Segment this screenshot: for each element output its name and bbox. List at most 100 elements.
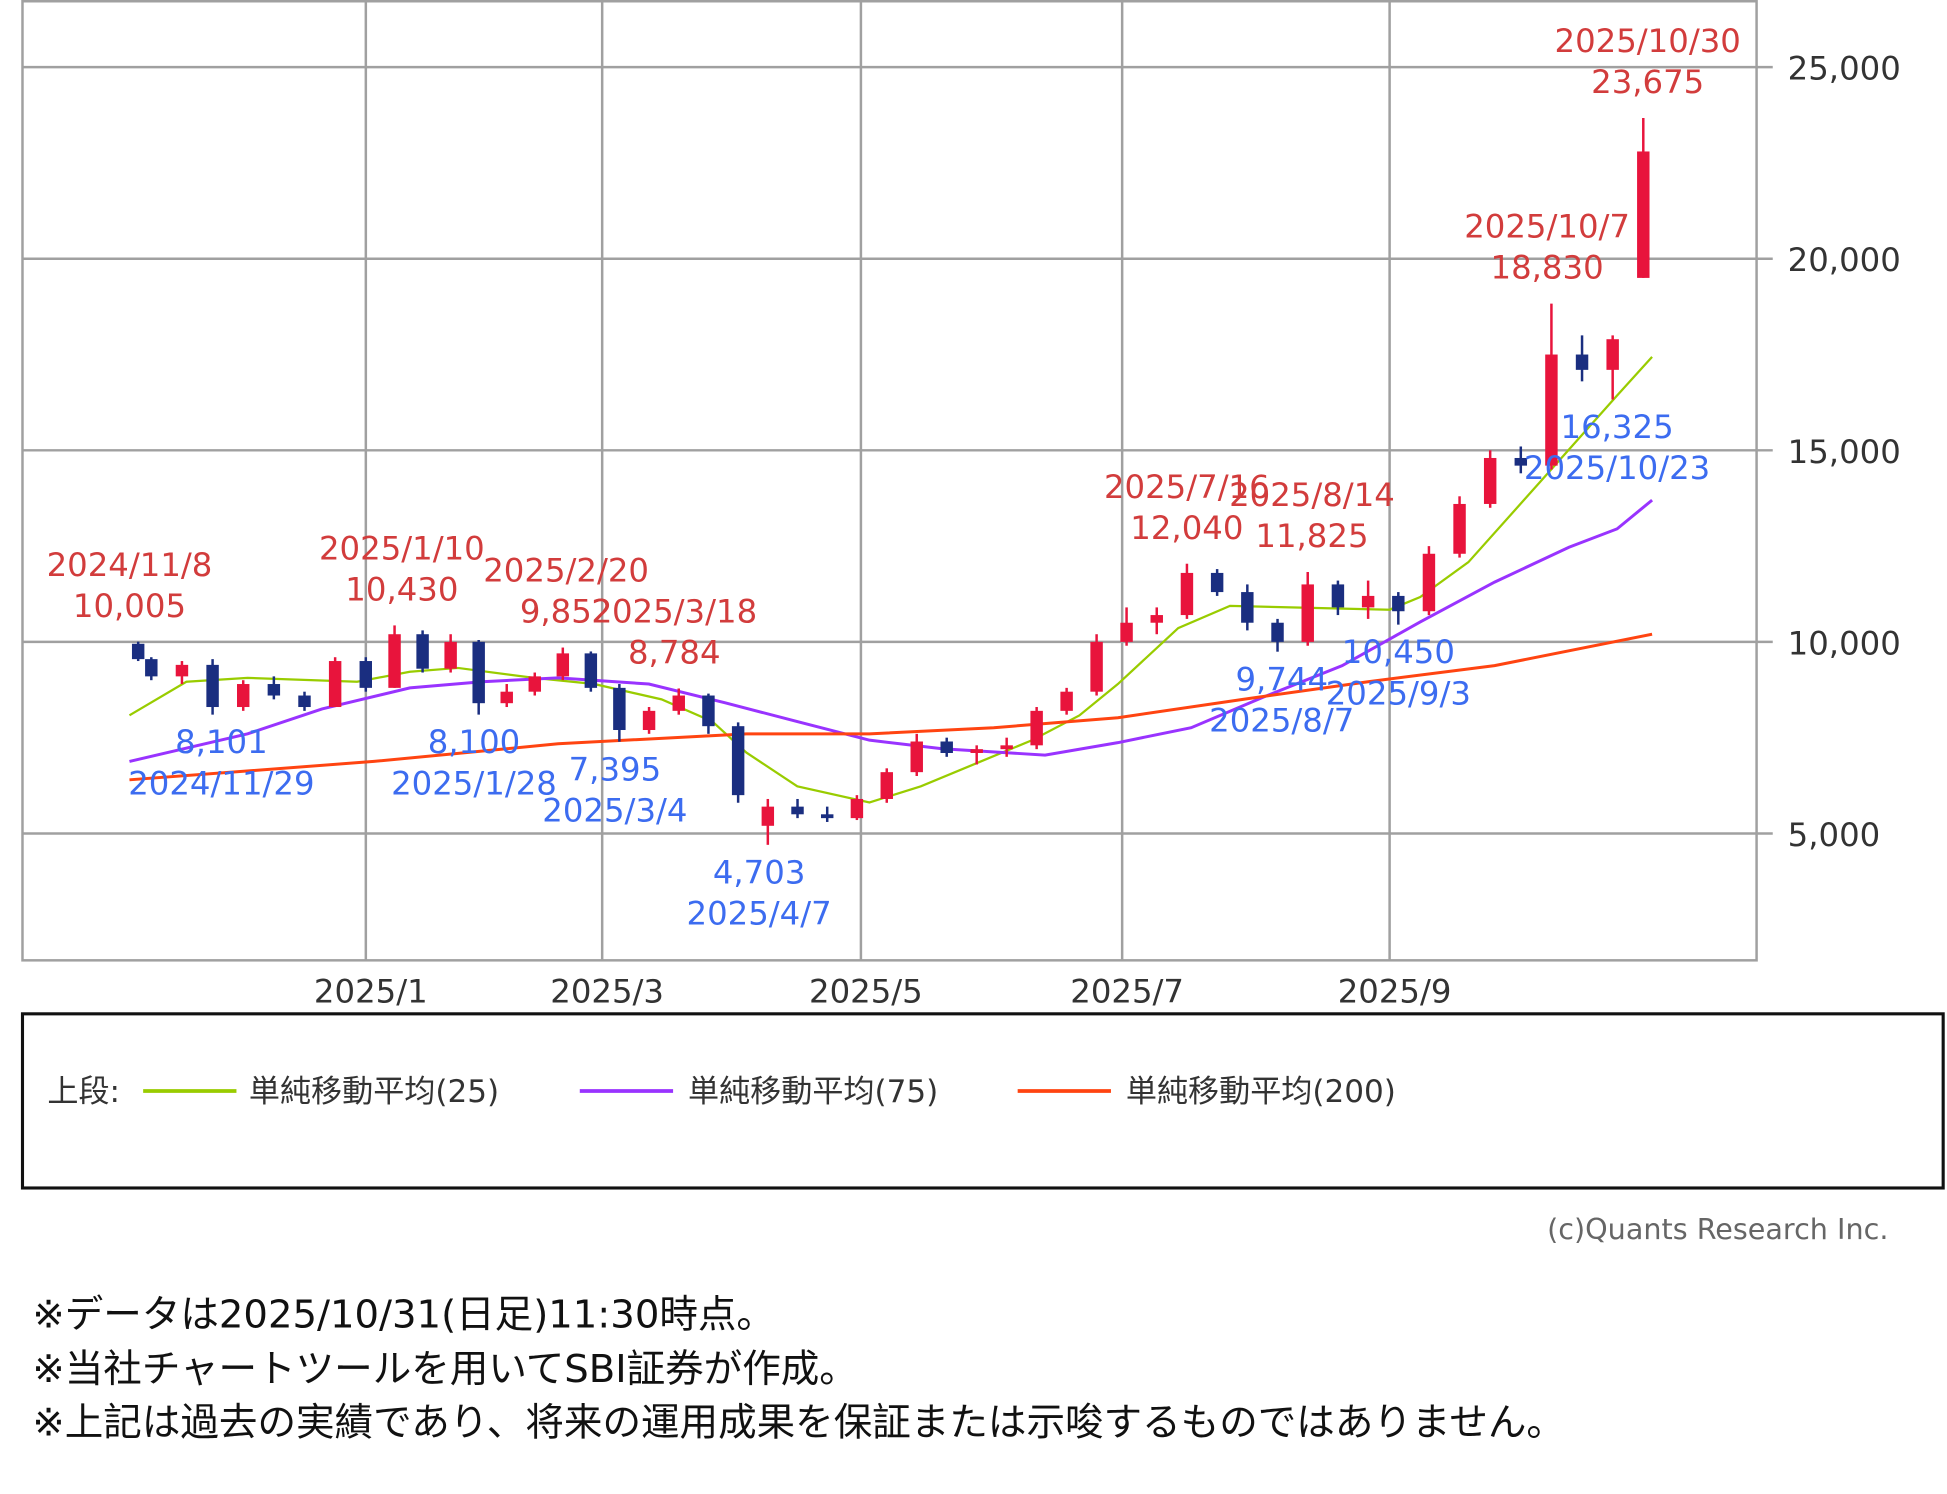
candle-body: [1361, 595, 1375, 608]
candle-body: [820, 814, 834, 819]
annotation-date: 2025/3/4: [542, 791, 687, 829]
candle-body: [584, 653, 598, 688]
candle-body: [1271, 622, 1284, 642]
annotation-date: 2025/1/28: [391, 764, 557, 802]
annotation-value: 10,430: [345, 571, 458, 609]
copyright: (c)Quants Research Inc.: [1547, 1212, 1888, 1246]
annotation-value: 18,830: [1491, 249, 1604, 287]
annotation-value: 7,395: [569, 750, 662, 788]
candle-body: [1575, 354, 1589, 370]
y-tick-label: 15,000: [1788, 433, 1901, 471]
y-tick-label: 25,000: [1788, 50, 1901, 88]
candle-body: [642, 710, 656, 731]
candle-body: [1120, 622, 1133, 642]
candle-body: [556, 653, 570, 677]
annotation-value: 12,040: [1130, 509, 1243, 547]
candle-body: [267, 684, 281, 696]
candle-body: [416, 634, 429, 669]
candle-body: [145, 659, 158, 677]
candle-body: [1392, 595, 1405, 612]
annotation-date: 2025/8/14: [1229, 476, 1395, 514]
annotation-date: 2025/9/3: [1326, 674, 1471, 712]
legend-prefix: 上段:: [47, 1074, 120, 1110]
candle-body: [1453, 503, 1466, 554]
x-tick-label: 2025/1: [314, 973, 428, 1011]
legend-label-ma25: 単純移動平均(25): [249, 1074, 499, 1110]
annotation-value: 10,005: [73, 587, 186, 625]
candle-body: [1301, 584, 1314, 642]
annotation-value: 8,784: [628, 634, 721, 672]
candle-body: [1637, 151, 1650, 278]
annotation-value: 11,825: [1255, 517, 1368, 555]
candle-body: [613, 687, 626, 731]
axis-ticks: 5,000 10,000 15,000 20,000 25,000 2025/1 2025/…: [314, 50, 1901, 1011]
candle-body: [1606, 339, 1619, 370]
annotation-date: 2025/4/7: [687, 894, 832, 932]
candle-body: [1483, 457, 1497, 504]
candle-body: [731, 726, 745, 796]
legend-box: [20, 1012, 1945, 1190]
y-tick-label: 20,000: [1788, 241, 1901, 279]
annotation-value: 9,744: [1235, 660, 1328, 698]
candle-body: [970, 749, 983, 753]
annotation-value: 23,675: [1591, 63, 1704, 101]
candle-body: [1030, 710, 1043, 746]
candle-body: [791, 806, 804, 815]
candle-body: [880, 772, 893, 799]
note-3: ※上記は過去の実績であり、将来の運用成果を保証または示唆するものではありません。: [32, 1401, 1565, 1446]
x-tick-label: 2025/7: [1070, 973, 1184, 1011]
annotation-value: 10,450: [1342, 633, 1455, 671]
annotation-date: 2025/10/23: [1524, 449, 1710, 487]
x-tick-label: 2025/9: [1338, 973, 1452, 1011]
annotation-value: 16,325: [1561, 408, 1674, 446]
annotation-value: 9,852: [520, 593, 613, 631]
annotation-date: 2024/11/29: [128, 764, 314, 802]
candle-body: [850, 798, 864, 819]
candle-body: [328, 661, 342, 708]
annotation-date: 2025/8/7: [1209, 701, 1354, 739]
candle-body: [1422, 553, 1436, 612]
candle-body: [1514, 457, 1528, 466]
candle-body: [1241, 592, 1254, 623]
legend-label-ma75: 単純移動平均(75): [688, 1074, 938, 1110]
plot-border: [21, 0, 1758, 962]
annotation-date: 2025/10/30: [1555, 22, 1741, 60]
candle-body: [1150, 615, 1163, 623]
candle-body: [672, 695, 685, 711]
candle-body: [1331, 584, 1345, 608]
y-tick-label: 10,000: [1788, 624, 1901, 662]
annotation-date: 2025/3/18: [591, 593, 757, 631]
candle-body: [500, 691, 513, 704]
annotation-date: 2024/11/8: [47, 546, 213, 584]
note-1: ※データは2025/10/31(日足)11:30時点。: [32, 1292, 775, 1337]
candle-body: [761, 806, 775, 826]
candle-body: [131, 643, 145, 660]
candles: [131, 117, 1650, 845]
candle-body: [359, 661, 372, 688]
grid: [22, 1, 1773, 961]
candle-body: [175, 664, 189, 677]
candle-body: [472, 641, 485, 704]
candle-body: [1210, 572, 1224, 593]
candle-body: [528, 676, 541, 692]
annotation-date: 2025/7/16: [1104, 468, 1270, 506]
candle-body: [388, 634, 401, 688]
annotation-date: 2025/1/10: [319, 529, 485, 567]
candle-body: [298, 695, 311, 708]
candle-body: [1090, 641, 1103, 692]
annotation-value: 8,100: [428, 723, 521, 761]
legend-label-ma200: 単純移動平均(200): [1126, 1074, 1396, 1110]
annotations: 2024/11/810,005 2024/11/298,101 2025/1/10 1…: [47, 22, 1741, 932]
candle-body: [1180, 572, 1194, 616]
candle-body: [702, 695, 715, 727]
x-tick-label: 2025/3: [550, 973, 664, 1011]
candle-body: [1000, 745, 1013, 750]
annotation-date: 2025/2/20: [483, 552, 649, 590]
annotation-value: 4,703: [713, 853, 806, 891]
candle-body: [940, 741, 953, 753]
annotation-value: 8,101: [175, 723, 268, 761]
candle-body: [444, 641, 457, 669]
candle-body: [910, 741, 923, 773]
y-tick-label: 5,000: [1788, 816, 1881, 854]
